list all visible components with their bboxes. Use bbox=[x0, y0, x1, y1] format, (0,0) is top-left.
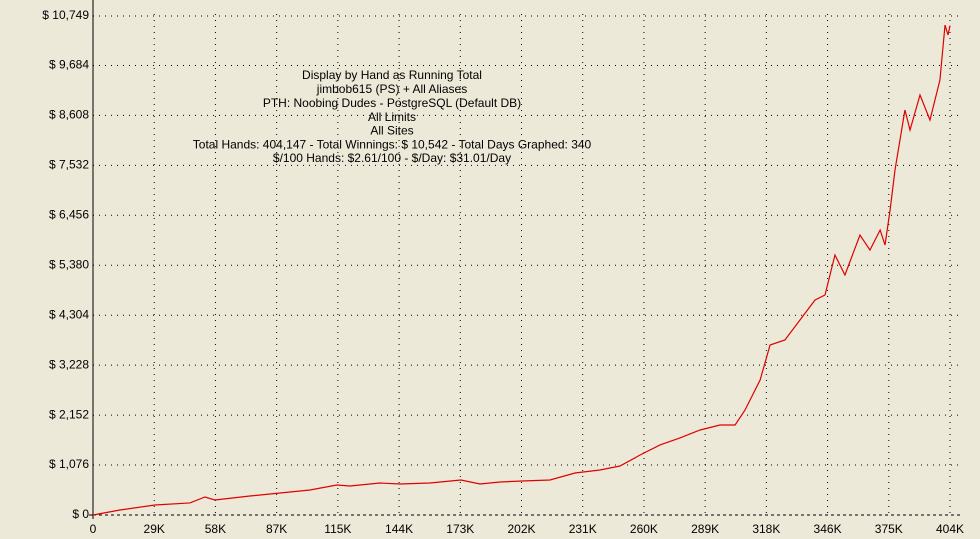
y-tick-label: $ 10,749 bbox=[42, 8, 89, 22]
y-tick-label: $ 2,152 bbox=[49, 407, 89, 421]
x-tick-label: 144K bbox=[385, 522, 413, 536]
x-tick-label: 404K bbox=[936, 522, 964, 536]
y-tick-label: $ 3,228 bbox=[49, 357, 89, 371]
chart-title: Display by Hand as Running Total bbox=[302, 68, 482, 82]
y-tick-label: $ 7,532 bbox=[49, 158, 89, 172]
x-tick-label: 289K bbox=[691, 522, 719, 536]
x-tick-label: 375K bbox=[875, 522, 903, 536]
x-tick-label: 0 bbox=[90, 522, 97, 536]
x-tick-label: 202K bbox=[507, 522, 535, 536]
x-tick-label: 115K bbox=[324, 522, 351, 536]
line-series bbox=[92, 24, 951, 516]
x-tick-label: 346K bbox=[814, 522, 842, 536]
y-tick-label: $ 8,608 bbox=[49, 108, 89, 122]
subtitle-line: All Sites bbox=[370, 124, 413, 138]
subtitle-line: All Limits bbox=[368, 110, 416, 124]
y-tick-label: $ 5,380 bbox=[49, 257, 89, 271]
subtitle-line: PTH: Noobing Dudes - PostgreSQL (Default… bbox=[263, 96, 521, 110]
x-tick-label: 29K bbox=[144, 522, 165, 536]
y-tick-label: $ 6,456 bbox=[49, 207, 89, 221]
x-tick-label: 318K bbox=[752, 522, 780, 536]
y-tick-label: $ 9,684 bbox=[49, 58, 89, 72]
y-tick-label: $ 4,304 bbox=[49, 307, 89, 321]
x-tick-label: 58K bbox=[205, 522, 226, 536]
subtitle-line: $/100 Hands: $2.61/100 - $/Day: $31.01/D… bbox=[273, 151, 511, 165]
y-tick-label: $ 0 bbox=[72, 507, 89, 521]
x-tick-label: 87K bbox=[266, 522, 287, 536]
y-tick-label: $ 1,076 bbox=[49, 457, 89, 471]
x-tick-label: 173K bbox=[446, 522, 474, 536]
x-tick-label: 231K bbox=[569, 522, 597, 536]
subtitle-line: jimbob615 (PS) + All Aliases bbox=[316, 82, 467, 96]
x-tick-label: 260K bbox=[630, 522, 658, 536]
subtitle-line: Total Hands: 404,147 - Total Winnings: $… bbox=[193, 137, 592, 151]
